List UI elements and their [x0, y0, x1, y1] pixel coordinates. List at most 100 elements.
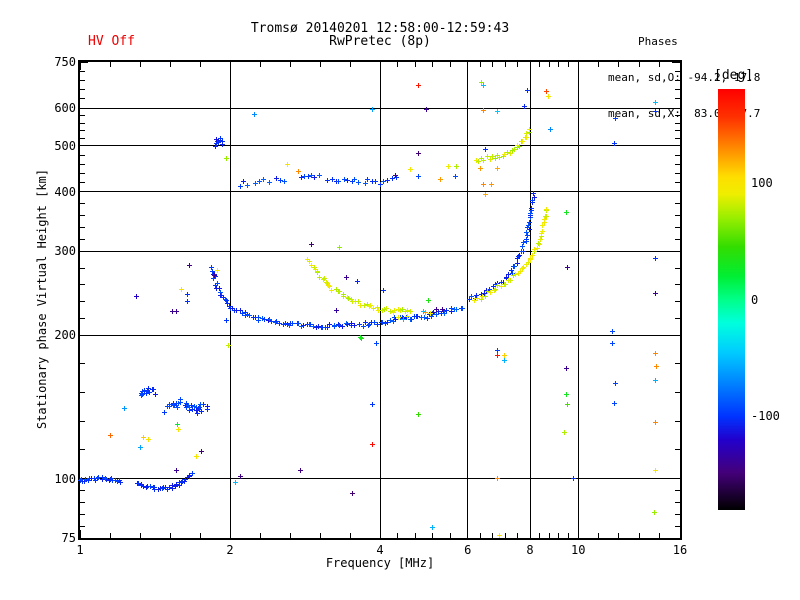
data-point [491, 287, 497, 293]
data-point [438, 311, 444, 317]
data-point [454, 306, 460, 312]
axis-tick [638, 533, 640, 538]
axis-tick [675, 227, 680, 229]
axis-tick [558, 62, 560, 67]
axis-tick [675, 501, 680, 503]
data-point [196, 406, 202, 412]
data-point [285, 162, 291, 168]
data-point [337, 289, 343, 295]
data-point [531, 246, 537, 252]
data-point [379, 308, 385, 314]
data-point [325, 324, 331, 330]
data-point [477, 166, 483, 172]
axis-tick [672, 334, 680, 336]
data-point [488, 290, 493, 296]
axis-tick [432, 533, 434, 538]
data-point [299, 324, 305, 330]
axis-tick [675, 154, 680, 156]
data-point [276, 321, 282, 327]
data-point [198, 409, 204, 414]
data-point [301, 173, 307, 179]
data-point [244, 183, 250, 189]
data-point [312, 174, 318, 180]
data-point [521, 265, 527, 271]
data-point [493, 287, 499, 293]
grid-line-horizontal [80, 478, 680, 480]
data-point [391, 309, 397, 315]
data-point [274, 176, 280, 182]
axis-tick [319, 62, 321, 67]
data-point [403, 314, 409, 320]
axis-tick [80, 191, 88, 193]
data-point [311, 323, 317, 329]
axis-tick [675, 215, 680, 217]
data-point [145, 436, 151, 442]
data-point [393, 317, 399, 323]
data-point [256, 315, 262, 321]
y-tick-label: 750 [54, 55, 76, 69]
data-point [524, 88, 530, 94]
data-point [571, 476, 577, 482]
axis-tick [529, 62, 531, 70]
axis-tick [675, 130, 680, 132]
data-point [335, 321, 341, 327]
data-point [176, 426, 182, 432]
data-point [354, 279, 360, 285]
data-point [516, 253, 521, 259]
axis-tick [517, 533, 519, 538]
data-point [400, 307, 406, 313]
data-point [509, 270, 515, 276]
data-point [117, 479, 123, 485]
data-point [539, 223, 545, 229]
data-point [346, 296, 352, 302]
data-point [313, 267, 319, 273]
data-point [478, 296, 484, 302]
data-point [211, 273, 217, 278]
data-point [107, 433, 113, 439]
axis-tick [504, 62, 506, 67]
axis-tick [414, 533, 416, 538]
data-point [428, 314, 434, 320]
axis-tick [467, 62, 469, 70]
data-point [183, 400, 189, 406]
data-point [479, 80, 485, 86]
data-point [103, 476, 109, 482]
data-point [538, 237, 544, 243]
x-tick-label: 2 [226, 543, 234, 557]
data-point [454, 163, 460, 169]
data-point [232, 480, 238, 486]
data-point [543, 207, 549, 213]
data-point [191, 403, 197, 409]
axis-tick [675, 239, 680, 241]
data-point [227, 304, 233, 310]
data-point [483, 287, 489, 293]
data-point [525, 224, 531, 230]
data-point [147, 390, 153, 396]
data-point [405, 313, 411, 319]
data-point [144, 485, 150, 491]
data-point [365, 301, 371, 307]
data-point [449, 305, 455, 311]
data-point [273, 320, 279, 326]
data-point [259, 315, 265, 321]
data-point [187, 263, 193, 269]
data-point [300, 323, 306, 329]
data-point [527, 127, 533, 133]
data-point [653, 255, 659, 261]
axis-tick [598, 533, 600, 538]
data-point [511, 264, 517, 270]
data-point [329, 287, 335, 293]
data-point [193, 454, 199, 460]
data-point [415, 412, 421, 418]
data-point [107, 478, 113, 484]
data-point [349, 297, 354, 303]
axis-tick [568, 62, 570, 67]
data-point [421, 314, 427, 320]
data-point [653, 420, 659, 426]
data-point [213, 273, 219, 279]
data-point [114, 479, 120, 485]
grid-line-horizontal [80, 145, 680, 147]
axis-tick [80, 227, 85, 229]
data-point [405, 307, 411, 313]
